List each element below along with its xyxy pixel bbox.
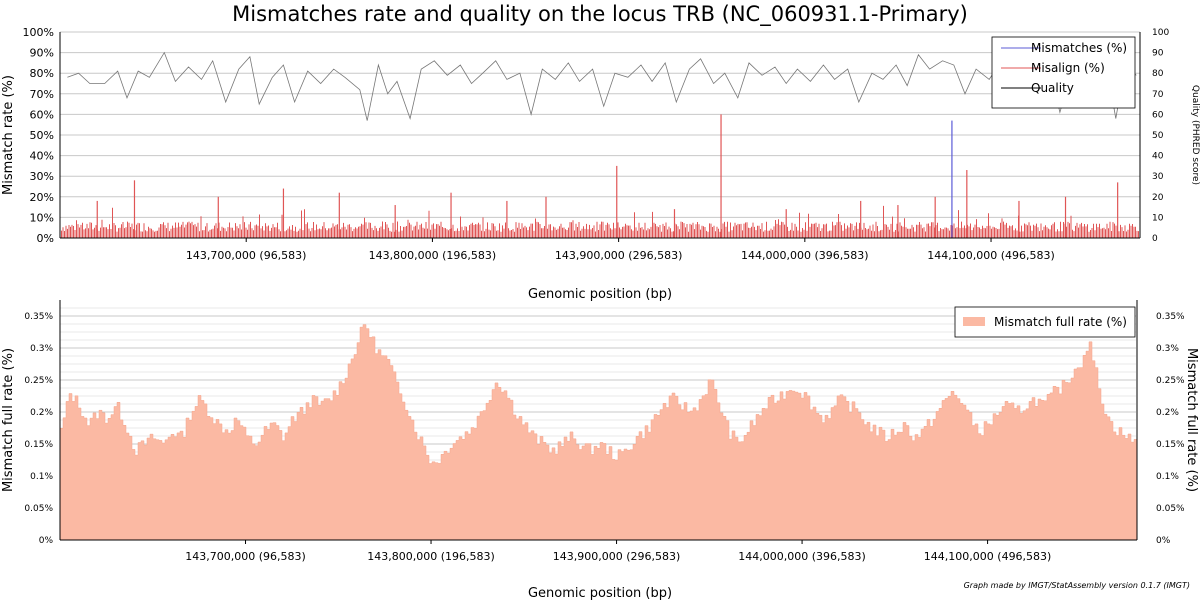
y-tick-label: 100% — [23, 26, 54, 39]
y2-tick-label: 20 — [1152, 193, 1164, 203]
y-tick-label: 40% — [30, 150, 54, 163]
legend-swatch — [963, 317, 985, 326]
legend-bottom: Mismatch full rate (%) — [954, 306, 1136, 338]
y2-tick-label: 0.25% — [1156, 376, 1185, 386]
legend-label: Mismatch full rate (%) — [994, 315, 1127, 329]
x-axis-label: Genomic position (bp) — [528, 287, 672, 302]
x-tick-label: 143,700,000 (96,583) — [185, 550, 306, 563]
mismatch-full-rate-chart: 0% 0% 0.05% 0.05% 0.1% 0.1% 0.15% 0.15% 0.2% 0.2%… — [1, 300, 1199, 600]
legend-label: Quality — [1031, 81, 1074, 95]
misalign-baseline-bars — [59, 205, 1141, 238]
y-tick-label: 20% — [30, 191, 54, 204]
y2-tick-label: 30 — [1152, 172, 1164, 182]
mismatch-rate-quality-chart: 0% 10% 20% 30% 40% 50% 60% 70% 80% 90% 100% 0 10 20 30… — [1, 26, 1200, 302]
y2-tick-label: 40 — [1152, 152, 1164, 162]
y-tick-label: 0.3% — [30, 344, 53, 354]
legend-top: Mismatches (%) Misalign (%) Quality — [991, 36, 1136, 109]
y-tick-label: 0.15% — [24, 440, 53, 450]
page-title: Mismatches rate and quality on the locus… — [232, 2, 968, 26]
y-tick-label: 0.25% — [24, 376, 53, 386]
x-tick-label: 144,000,000 (396,583) — [738, 550, 866, 563]
y2-axis-label: Quality (PHRED score) — [1190, 85, 1200, 185]
legend-label: Mismatches (%) — [1031, 41, 1127, 55]
x-tick-label: 143,800,000 (196,583) — [369, 249, 497, 262]
y2-tick-label: 0.35% — [1156, 312, 1185, 322]
y-tick-label: 0.2% — [30, 408, 53, 418]
x-axis-label: Genomic position (bp) — [528, 586, 672, 600]
y2-tick-label: 100 — [1152, 28, 1169, 38]
y2-tick-label: 60 — [1152, 110, 1164, 120]
y2-tick-label: 0.2% — [1156, 408, 1179, 418]
y2-tick-label: 80 — [1152, 69, 1164, 79]
y-tick-label: 0.1% — [30, 472, 53, 482]
y2-tick-label: 0.15% — [1156, 440, 1185, 450]
x-tick-label: 144,000,000 (396,583) — [741, 249, 869, 262]
y-tick-label: 80% — [30, 67, 54, 80]
y-tick-label: 0% — [39, 536, 54, 546]
y-tick-label: 10% — [30, 211, 54, 224]
y2-tick-label: 0.1% — [1156, 472, 1179, 482]
y-tick-label: 50% — [30, 129, 54, 142]
legend-box — [991, 36, 1136, 109]
quality-line — [67, 51, 1137, 121]
y-tick-label: 0.35% — [24, 312, 53, 322]
y2-tick-label: 0 — [1152, 234, 1158, 244]
y2-tick-label: 70 — [1152, 90, 1164, 100]
x-tick-label: 143,800,000 (196,583) — [367, 550, 495, 563]
y2-axis-label: Mismatch full rate (%) — [1184, 348, 1199, 492]
full-rate-area — [59, 324, 1138, 541]
footer-credit: Graph made by IMGT/StatAssembly version … — [963, 581, 1190, 590]
x-tick-label: 143,900,000 (296,583) — [555, 249, 683, 262]
y2-tick-label: 0.05% — [1156, 504, 1185, 514]
y-tick-label: 0.05% — [24, 504, 53, 514]
x-tick-label: 144,100,000 (496,583) — [924, 550, 1052, 563]
y2-tick-label: 90 — [1152, 49, 1164, 59]
y-axis-label: Mismatch full rate (%) — [1, 348, 16, 492]
y2-tick-label: 10 — [1152, 213, 1164, 223]
y-tick-label: 90% — [30, 47, 54, 60]
y-tick-label: 0% — [37, 232, 54, 245]
y2-tick-label: 0.3% — [1156, 344, 1179, 354]
y2-tick-label: 50 — [1152, 131, 1164, 141]
y-tick-label: 70% — [30, 88, 54, 101]
x-tick-label: 144,100,000 (496,583) — [927, 249, 1055, 262]
y2-tick-label: 0% — [1156, 536, 1171, 546]
legend-label: Misalign (%) — [1031, 61, 1105, 75]
y-tick-label: 60% — [30, 108, 54, 121]
x-tick-label: 143,700,000 (96,583) — [186, 249, 307, 262]
y-axis-label: Mismatch rate (%) — [1, 75, 16, 195]
y-tick-label: 30% — [30, 170, 54, 183]
x-tick-label: 143,900,000 (296,583) — [553, 550, 681, 563]
